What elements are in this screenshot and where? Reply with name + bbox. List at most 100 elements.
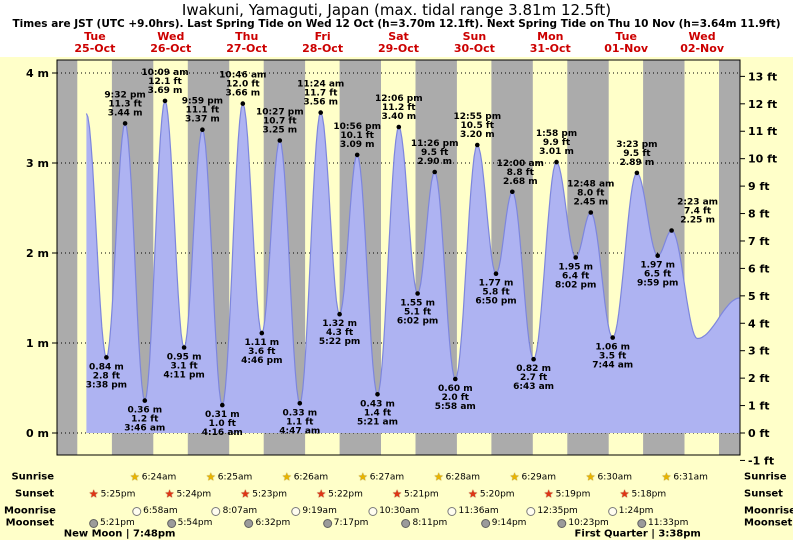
y-axis-label-left: 2 m <box>26 247 49 260</box>
day-name: Thu <box>235 30 258 43</box>
plot-border <box>56 59 741 456</box>
tide-extreme-dot <box>181 345 187 350</box>
y-axis-label-right: 1 ft <box>748 400 770 413</box>
tide-extreme-dot <box>432 169 438 175</box>
high-tide-annotation: 10:27 pm 10.7 ft 3.25 m <box>256 108 304 136</box>
tide-extreme-dot <box>142 398 148 403</box>
tide-extreme-dot <box>297 401 303 406</box>
low-tide-annotation: 0.95 m 3.1 ft 4:11 pm <box>163 353 204 381</box>
tide-extreme-dot <box>493 271 499 277</box>
y-axis-label-right: 5 ft <box>748 290 770 303</box>
moonset-row-label-right: Moonset <box>744 517 793 529</box>
y-axis-label-right: 6 ft <box>748 262 770 275</box>
page-title: Iwakuni, Yamaguti, Japan (max. tidal ran… <box>181 1 612 19</box>
moonrise-row-label-left: Moonrise <box>4 505 56 517</box>
y-axis-label-left: 1 m <box>26 337 49 350</box>
high-tide-annotation: 11:26 pm 9.5 ft 2.90 m <box>411 139 459 167</box>
sunset-row-label-left: Sunset <box>15 488 54 500</box>
y-axis-label-left: 3 m <box>26 157 49 170</box>
low-tide-annotation: 0.60 m 2.0 ft 5:58 am <box>435 384 476 412</box>
day-name: Mon <box>537 30 563 43</box>
tide-extreme-dot <box>573 255 578 260</box>
sunset-row-label-right: Sunset <box>744 488 783 500</box>
day-name: Tue <box>84 30 106 43</box>
tide-extreme-dot <box>162 98 168 104</box>
tide-extreme-dot <box>396 124 402 130</box>
tide-extreme-dot <box>588 210 594 215</box>
tide-extreme-dot <box>475 142 480 148</box>
tide-extreme-dot <box>318 110 324 115</box>
tide-extreme-dot <box>104 355 109 360</box>
tide-extreme-dot <box>610 335 615 340</box>
high-tide-annotation: 10:56 pm 10.1 ft 3.09 m <box>333 122 381 150</box>
tide-extreme-dot <box>337 311 342 317</box>
y-axis-label-right: 10 ft <box>748 153 777 166</box>
day-name: Wed <box>689 30 716 43</box>
tide-curve-line <box>85 99 741 407</box>
day-name: Sun <box>463 30 487 43</box>
high-tide-annotation: 1:58 pm 9.9 ft 3.01 m <box>536 129 577 157</box>
tide-extreme-dot <box>259 330 265 336</box>
low-tide-annotation: 1.95 m 6.4 ft 8:02 pm <box>555 263 596 291</box>
low-tide-annotation: 1.97 m 6.5 ft 9:59 pm <box>637 261 678 289</box>
high-tide-annotation: 12:55 pm 10.5 ft 3.20 m <box>453 112 501 140</box>
high-tide-annotation: 12:48 am 8.0 ft 2.45 m <box>567 180 614 208</box>
day-name: Fri <box>315 30 331 43</box>
tide-extreme-dot <box>277 138 283 143</box>
tide-extreme-dot <box>669 228 674 233</box>
y-axis-label-right: 9 ft <box>748 180 770 193</box>
tide-area <box>86 100 740 434</box>
y-axis-label-left: 4 m <box>26 67 49 80</box>
day-date: 27-Oct <box>226 42 267 55</box>
y-axis-label-right: 8 ft <box>748 208 770 221</box>
high-tide-annotation: 12:00 am 8.8 ft 2.68 m <box>497 159 544 187</box>
tide-extreme-dot <box>240 101 246 106</box>
tide-extreme-dot <box>375 392 380 397</box>
header-background <box>0 0 793 57</box>
y-axis-label-right: 12 ft <box>748 98 777 111</box>
night-band <box>57 60 78 455</box>
day-date: 29-Oct <box>378 42 419 55</box>
sunrise-row-label-left: Sunrise <box>11 471 54 483</box>
new-moon-phase-label: New Moon | 7:48pm <box>63 528 176 540</box>
day-date: 02-Nov <box>680 42 725 55</box>
high-tide-annotation: 2:23 am 7.4 ft 2.25 m <box>677 198 718 226</box>
tide-extreme-dot <box>220 402 225 408</box>
tide-extreme-dot <box>655 253 660 258</box>
y-axis-label-left: 0 m <box>26 427 49 440</box>
high-tide-annotation: 10:46 am 12.0 ft 3.66 m <box>219 71 266 99</box>
day-date: 26-Oct <box>150 42 191 55</box>
high-tide-annotation: 12:06 pm 11.2 ft 3.40 m <box>375 94 423 122</box>
low-tide-annotation: 0.36 m 1.2 ft 3:46 am <box>124 406 165 434</box>
low-tide-annotation: 1.06 m 3.5 ft 7:44 am <box>592 343 633 371</box>
y-axis-label-right: 2 ft <box>748 372 770 385</box>
high-tide-annotation: 9:32 pm 11.3 ft 3.44 m <box>104 90 145 118</box>
low-tide-annotation: 0.82 m 2.7 ft 6:43 am <box>513 364 554 392</box>
low-tide-annotation: 1.11 m 3.6 ft 4:46 pm <box>241 338 282 366</box>
y-axis-label-right: 3 ft <box>748 345 770 358</box>
low-tide-annotation: 0.33 m 1.1 ft 4:47 am <box>279 408 320 436</box>
high-tide-annotation: 9:59 pm 11.1 ft 3.37 m <box>182 97 223 125</box>
day-name: Sat <box>388 30 409 43</box>
moonrise-row-label-right: Moonrise <box>744 505 793 517</box>
tide-extreme-dot <box>510 189 515 195</box>
tide-extreme-dot <box>415 291 420 296</box>
tide-extreme-dot <box>531 356 536 362</box>
day-date: 30-Oct <box>454 42 495 55</box>
first-quarter-phase-label: First Quarter | 3:38pm <box>574 528 701 540</box>
tide-extreme-dot <box>200 127 205 132</box>
day-date: 01-Nov <box>604 42 649 55</box>
low-tide-annotation: 1.55 m 5.1 ft 6:02 pm <box>397 299 438 327</box>
y-axis-label-right: 11 ft <box>748 125 777 138</box>
day-name: Wed <box>157 30 184 43</box>
low-tide-annotation: 0.43 m 1.4 ft 5:21 am <box>357 399 398 427</box>
y-axis-label-right: 7 ft <box>748 235 770 248</box>
day-name: Tue <box>615 30 637 43</box>
y-axis-label-right: 13 ft <box>748 70 777 83</box>
high-tide-annotation: 10:09 am 12.1 ft 3.69 m <box>141 68 188 96</box>
y-axis-label-right: 0 ft <box>748 427 770 440</box>
tide-extreme-dot <box>354 152 360 158</box>
low-tide-annotation: 0.31 m 1.0 ft 4:16 am <box>202 410 243 438</box>
moonset-row-label-left: Moonset <box>5 517 54 529</box>
